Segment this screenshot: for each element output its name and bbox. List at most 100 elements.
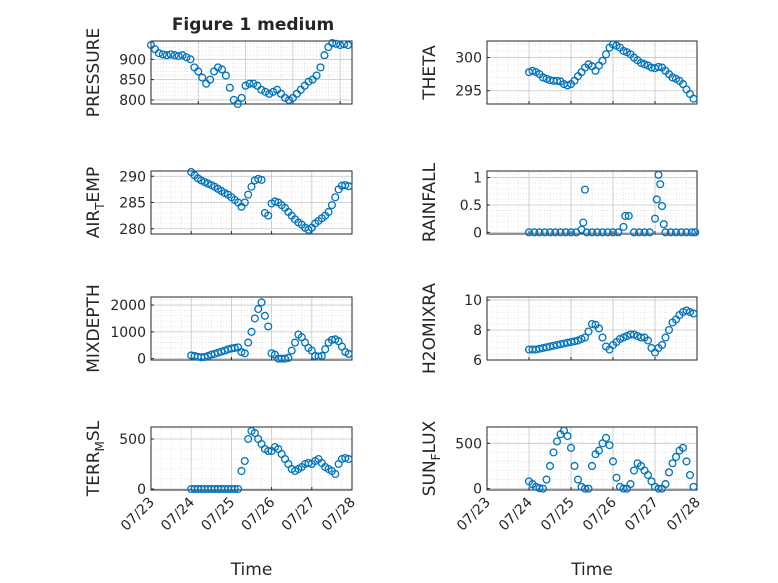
x-axis-label: Time: [230, 560, 273, 580]
data-point: [659, 220, 668, 229]
series-air-temp: [187, 168, 353, 234]
y-tick-label: 1: [473, 171, 482, 187]
data-point: [636, 58, 646, 67]
data-point: [244, 338, 253, 347]
data-point: [331, 193, 340, 202]
data-point: [668, 459, 677, 468]
data-point: [647, 477, 656, 486]
figure-title: Figure 1 medium: [172, 15, 334, 35]
data-point: [689, 482, 698, 491]
panel-rainfall: 0 0.5 1 RAINFALL: [420, 162, 700, 242]
data-point: [524, 228, 534, 237]
data-point: [689, 309, 698, 318]
data-point: [331, 469, 340, 479]
data-point: [336, 41, 345, 50]
y-axis-label: MIXDEPTH: [84, 284, 104, 373]
y-axis-label: SUNFLUX: [420, 420, 443, 496]
data-point: [261, 87, 270, 96]
data-point: [549, 448, 558, 457]
data-point: [280, 93, 290, 102]
data-point: [269, 87, 278, 96]
panel-pressure: 800 850 900 PRESSURE: [84, 28, 353, 117]
data-point: [540, 228, 549, 237]
data-point: [629, 466, 639, 475]
data-point: [552, 437, 562, 446]
axes-box: [150, 40, 353, 105]
data-point: [154, 49, 163, 58]
data-point: [344, 41, 353, 50]
data-point: [678, 443, 688, 452]
data-point: [671, 452, 681, 461]
data-point: [580, 185, 590, 194]
data-point: [661, 228, 670, 237]
data-point: [158, 50, 167, 59]
data-point: [249, 79, 258, 88]
data-point: [559, 426, 569, 435]
data-point: [230, 343, 239, 352]
data-point: [664, 325, 674, 335]
data-point: [327, 201, 336, 210]
data-point: [340, 40, 349, 49]
data-point: [608, 40, 618, 49]
data-point: [603, 228, 612, 237]
data-point: [182, 53, 191, 62]
data-point: [605, 441, 614, 450]
data-point: [254, 305, 263, 314]
series-theta: [524, 40, 698, 103]
data-point: [563, 432, 572, 441]
data-point: [257, 85, 266, 94]
axes-box: [486, 296, 698, 361]
data-point: [341, 453, 350, 463]
y-tick-label: 0: [137, 352, 146, 368]
data-point: [280, 354, 290, 363]
data-point: [237, 466, 246, 476]
y-tick-label: 290: [119, 169, 146, 185]
data-point: [538, 73, 548, 82]
data-point: [321, 345, 330, 354]
data-point: [619, 46, 628, 55]
data-point: [324, 207, 333, 217]
data-point: [264, 446, 273, 456]
data-point: [225, 83, 234, 92]
data-point: [643, 470, 653, 480]
data-point: [561, 228, 570, 237]
data-point: [328, 38, 337, 48]
series-rainfall: [524, 170, 700, 237]
data-point: [257, 298, 266, 307]
y-axis-label: THETA: [420, 45, 440, 101]
data-point: [344, 454, 353, 464]
axes-box: [486, 40, 698, 105]
data-point: [247, 327, 256, 336]
data-point: [234, 484, 243, 494]
data-point: [237, 93, 246, 102]
data-point: [584, 327, 593, 336]
data-point: [656, 180, 665, 189]
data-point: [643, 336, 653, 345]
data-point: [664, 468, 674, 477]
data-point: [244, 190, 253, 199]
y-tick-label: 850: [119, 73, 146, 89]
data-point: [654, 62, 663, 71]
panel-theta: 295 300 THETA: [420, 40, 698, 105]
data-point: [162, 51, 171, 60]
data-point: [254, 174, 263, 183]
data-point: [594, 446, 604, 455]
data-point: [579, 218, 588, 227]
data-point: [657, 340, 667, 350]
data-point: [635, 228, 644, 237]
y-tick-label: 280: [119, 222, 146, 238]
y-tick-label: 0: [473, 225, 482, 241]
y-tick-label: 295: [455, 84, 482, 100]
data-point: [530, 228, 539, 237]
data-point: [671, 228, 681, 237]
data-point: [636, 333, 646, 342]
series-pressure: [146, 38, 353, 109]
data-point: [240, 198, 249, 207]
data-point: [619, 222, 628, 231]
y-axis-label: AIRTEMP: [84, 167, 107, 238]
data-point: [624, 211, 633, 220]
data-point: [290, 338, 300, 347]
series-h2omixra: [524, 306, 698, 357]
data-point: [265, 89, 274, 98]
